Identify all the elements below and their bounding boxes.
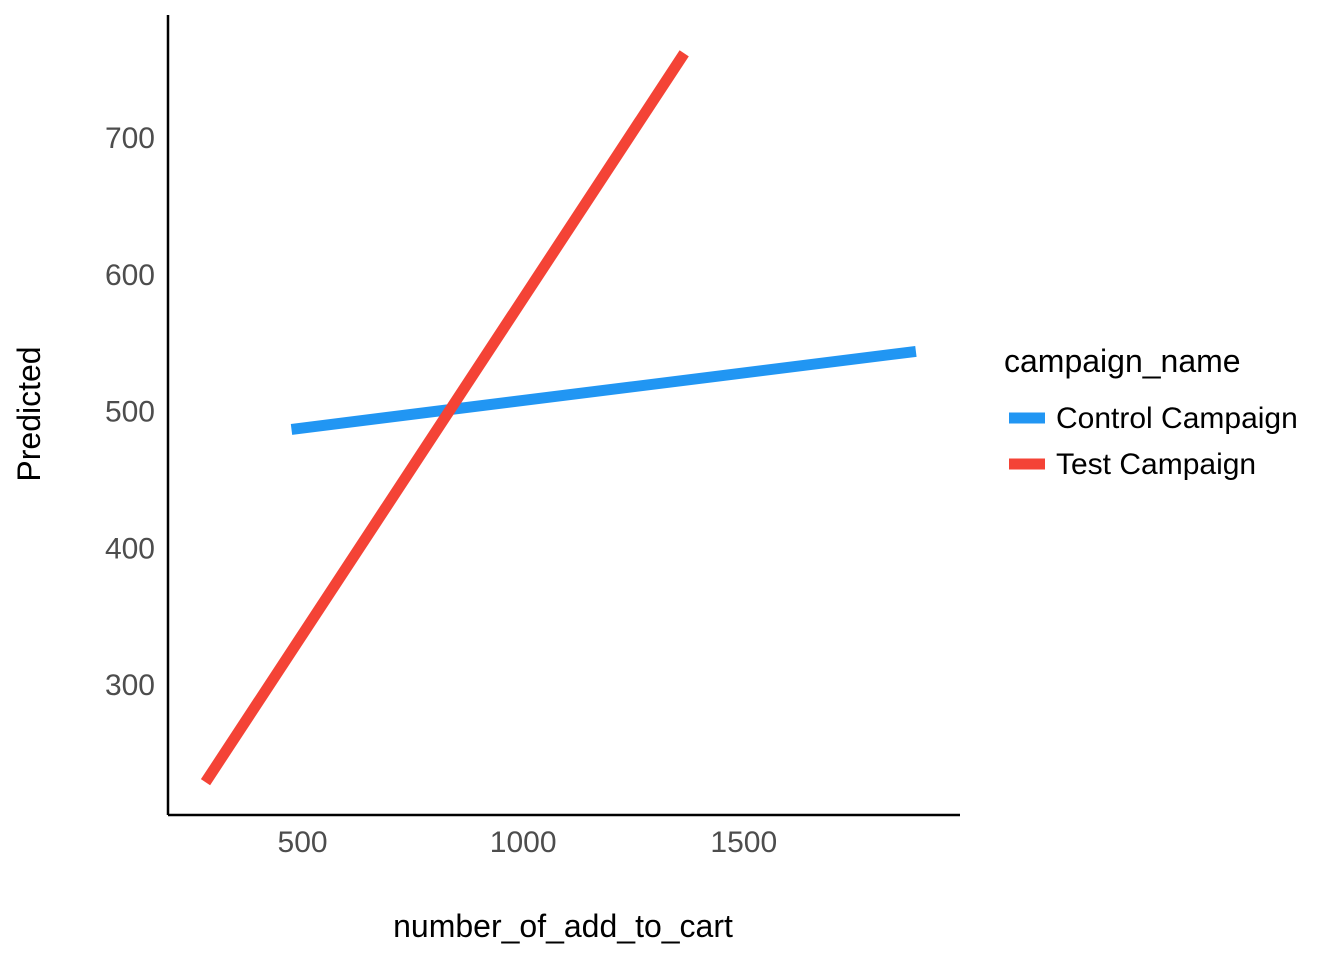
series-layer xyxy=(200,50,917,786)
x-tick-label: 1000 xyxy=(490,826,557,859)
y-axis-title: Predicted xyxy=(11,346,47,481)
y-tick-label: 500 xyxy=(105,396,155,429)
legend-title: campaign_name xyxy=(1004,343,1241,379)
legend-items: Control Campaign Test Campaign xyxy=(1009,402,1298,481)
legend-label: Test Campaign xyxy=(1056,448,1256,481)
y-tick-label: 400 xyxy=(105,532,155,565)
axes-layer xyxy=(166,15,960,817)
y-tick-label: 600 xyxy=(105,259,155,292)
x-axis-title: number_of_add_to_cart xyxy=(393,908,733,944)
x-tick-label: 500 xyxy=(278,826,328,859)
ticks-layer: 500 1000 1500 300 400 500 600 700 xyxy=(105,122,777,859)
series-line-control-campaign xyxy=(290,345,917,435)
legend: campaign_name Control Campaign Test Campa… xyxy=(1004,343,1298,481)
legend-item: Control Campaign xyxy=(1009,402,1298,435)
series-line-test-campaign xyxy=(200,50,689,786)
y-tick-label: 700 xyxy=(105,122,155,155)
legend-item: Test Campaign xyxy=(1009,448,1256,481)
legend-label: Control Campaign xyxy=(1056,402,1298,435)
x-tick-label: 1500 xyxy=(710,826,777,859)
y-tick-label: 300 xyxy=(105,669,155,702)
